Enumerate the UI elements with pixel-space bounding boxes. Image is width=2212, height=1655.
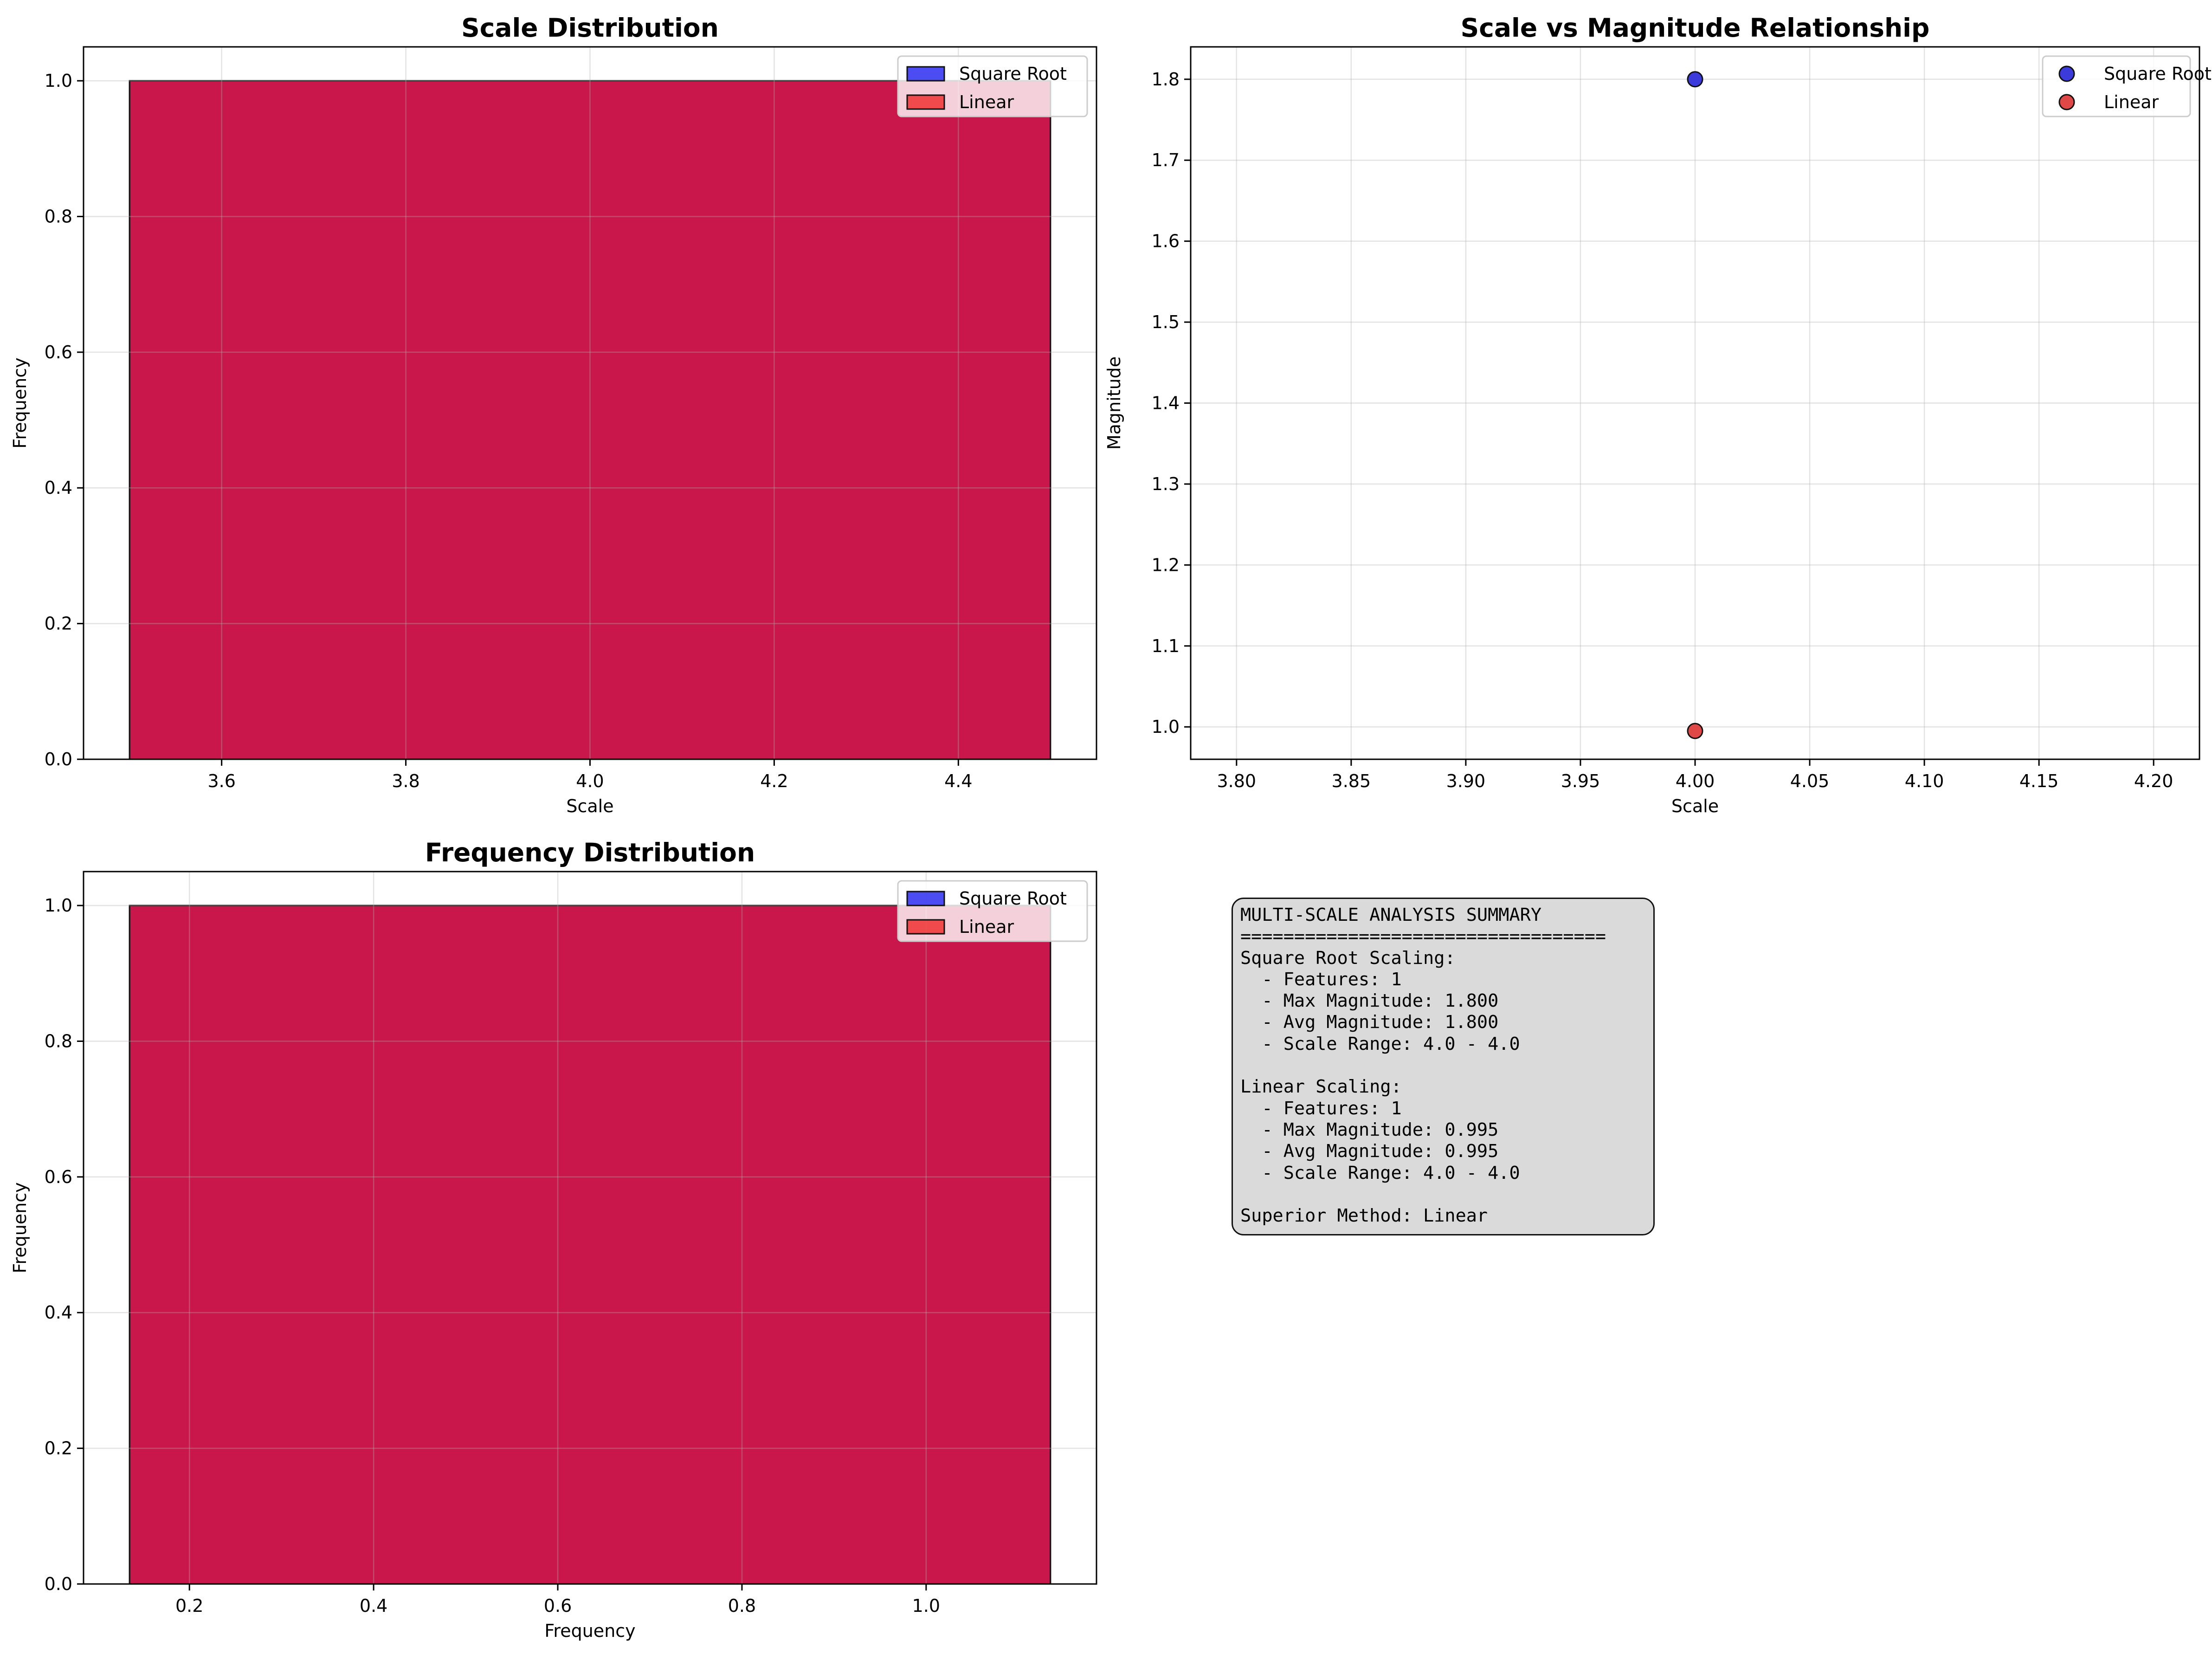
y-tick-label: 0.2 — [45, 1438, 72, 1459]
scatter-point-square-root — [1687, 71, 1703, 88]
x-tick-label: 4.2 — [760, 771, 788, 791]
y-tick-label: 1.6 — [1152, 231, 1180, 252]
x-tick-label: 4.15 — [2019, 771, 2059, 791]
x-tick-label: 4.0 — [576, 771, 604, 791]
chart-title: Frequency Distribution — [425, 838, 755, 867]
legend-label-linear: Linear — [959, 917, 1014, 937]
x-tick-label: 0.8 — [728, 1596, 756, 1616]
y-tick-label: 0.6 — [45, 1167, 72, 1187]
y-tick-label: 1.0 — [1152, 717, 1180, 737]
x-tick-label: 4.4 — [944, 771, 972, 791]
y-tick-label: 0.6 — [45, 342, 72, 362]
x-tick-label: 3.8 — [392, 771, 419, 791]
summary-box: MULTI-SCALE ANALYSIS SUMMARY ===========… — [1232, 898, 1655, 1235]
x-axis-label: Frequency — [544, 1621, 635, 1641]
legend-swatch-linear — [906, 919, 945, 935]
legend-marker-square-root — [2058, 65, 2075, 82]
x-axis-label: Scale — [566, 796, 613, 816]
legend-swatch-linear — [906, 94, 945, 110]
y-tick-label: 1.3 — [1152, 474, 1180, 494]
y-tick-label: 0.8 — [45, 1031, 72, 1051]
chart-title: Scale Distribution — [461, 13, 719, 43]
legend-swatch-square-root — [906, 66, 945, 82]
y-tick-label: 1.2 — [1152, 555, 1180, 575]
x-tick-label: 3.80 — [1217, 771, 1257, 791]
y-tick-label: 0.0 — [45, 749, 72, 769]
x-tick-label: 0.4 — [360, 1596, 387, 1616]
scatter-point-linear — [1687, 723, 1703, 739]
legend-label-square-root: Square Root — [959, 64, 1067, 84]
legend: Square Root Linear — [897, 880, 1088, 942]
chart-3: 0.2 0.4 0.6 0.8 1.0 0.0 0.2 0.4 0.6 0.8 1.0 Frequen… — [10, 838, 1097, 1641]
x-tick-label: 3.85 — [1332, 771, 1371, 791]
y-tick-label: 0.2 — [45, 614, 72, 634]
legend-box — [2042, 55, 2191, 117]
legend-label-linear: Linear — [2104, 92, 2159, 112]
x-tick-label: 3.6 — [207, 771, 235, 791]
y-tick-label: 1.1 — [1152, 636, 1180, 656]
y-tick-label: 0.4 — [45, 1302, 72, 1323]
legend-swatch-square-root — [906, 891, 945, 906]
y-tick-label: 1.0 — [45, 895, 72, 916]
x-tick-label: 3.95 — [1561, 771, 1600, 791]
legend-box — [897, 880, 1088, 942]
x-tick-label: 4.10 — [1905, 771, 1944, 791]
y-tick-label: 0.4 — [45, 478, 72, 498]
chart-1: 3.6 3.8 4.0 4.2 4.4 0.0 0.2 0.4 0.6 0.8 1.0 Scale Fr… — [10, 13, 1097, 816]
y-tick-label: 1.7 — [1152, 150, 1180, 170]
legend: Square Root Linear — [897, 55, 1088, 117]
x-tick-label: 0.2 — [175, 1596, 203, 1616]
legend-marker-linear — [2058, 94, 2075, 110]
y-tick-label: 1.0 — [45, 71, 72, 91]
y-tick-label: 1.4 — [1152, 393, 1180, 414]
x-tick-label: 1.0 — [912, 1596, 940, 1616]
x-tick-label: 4.05 — [1790, 771, 1830, 791]
legend-box — [897, 55, 1088, 117]
legend-label-square-root: Square Root — [2104, 64, 2212, 84]
bar-linear — [129, 905, 1051, 1585]
x-tick-label: 3.90 — [1446, 771, 1486, 791]
x-axis-label: Scale — [1671, 796, 1719, 816]
y-tick-label: 0.8 — [45, 206, 72, 226]
y-axis-label: Frequency — [10, 357, 30, 448]
chart-title: Scale vs Magnitude Relationship — [1461, 13, 1930, 43]
y-tick-label: 1.5 — [1152, 312, 1180, 332]
x-tick-label: 0.6 — [544, 1596, 572, 1616]
legend-label-square-root: Square Root — [959, 888, 1067, 909]
bar-linear — [129, 80, 1051, 760]
x-tick-label: 4.00 — [1676, 771, 1715, 791]
x-tick-label: 4.20 — [2134, 771, 2173, 791]
y-axis-label: Magnitude — [1104, 356, 1124, 450]
axes-frame — [83, 871, 1097, 1585]
legend: Square Root Linear — [2042, 55, 2212, 117]
chart-2: 3.80 3.85 3.90 3.95 4.00 4.05 4.10 4.15 4.20 1.0 1… — [1104, 13, 2212, 816]
legend-label-linear: Linear — [959, 92, 1014, 112]
summary-text: MULTI-SCALE ANALYSIS SUMMARY ===========… — [1240, 905, 1606, 1227]
y-tick-label: 0.0 — [45, 1574, 72, 1594]
y-axis-label: Frequency — [10, 1182, 30, 1273]
y-tick-label: 1.8 — [1152, 69, 1180, 90]
